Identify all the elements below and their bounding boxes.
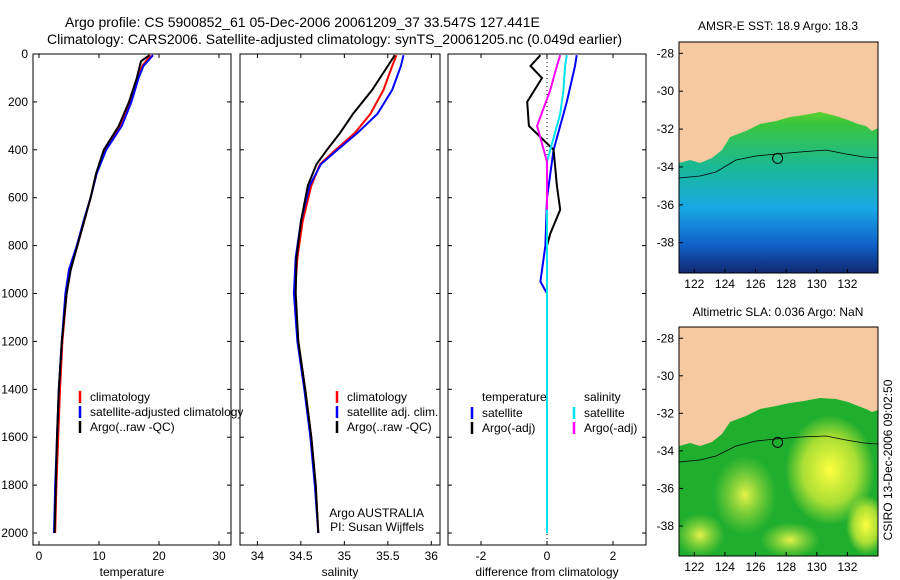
series-line [53,54,150,534]
legend-label: Argo(-adj) [584,421,637,435]
map-x-tick-label: 124 [715,560,735,574]
map-y-tick-label: -30 [657,84,675,98]
legend-label: satellite adj. clim. [347,405,438,419]
map-x-tick-label: 132 [837,560,857,574]
sst-land-mask [679,42,878,163]
plot-frame [239,53,441,546]
map-y-tick-label: -28 [657,46,675,60]
header-line-2: Climatology: CARS2006. Satellite-adjuste… [47,31,622,47]
legend-label: climatology [347,390,407,404]
sla-anomaly-patch [679,513,725,556]
map-x-tick-label: 126 [746,277,766,291]
sla-anomaly-patch [846,495,878,555]
y-tick-label: 400 [8,143,28,157]
series-line [536,54,562,210]
x-tick-label: 36 [425,549,439,563]
x-axis-label: temperature [100,565,165,579]
credit-text: CSIRO 13-Dec-2006 09:02:50 [881,379,895,540]
sla-land-mask [679,327,878,446]
sst-float-marker [772,152,784,164]
y-tick-label: 600 [8,191,28,205]
sla-anomaly-patch [785,415,875,525]
x-tick-label: 0 [544,549,551,563]
series-line [294,54,396,534]
y-tick-label: 0 [21,47,28,61]
map-y-tick-label: -36 [657,198,675,212]
sla-anomaly-patch [760,522,820,556]
legend-label: Argo(-adj) [482,421,535,435]
map-x-tick-label: 128 [776,277,796,291]
map-y-tick-label: -34 [657,160,675,174]
map-x-tick-label: 128 [776,560,796,574]
y-tick-label: 800 [8,239,28,253]
map-y-tick-label: -28 [657,331,675,345]
series-line [526,54,562,270]
x-tick-label: 34 [251,549,265,563]
map-x-tick-label: 122 [684,277,704,291]
sla-map-panel: Altimetric SLA: 0.036 Argo: NaN 122 124 12… [657,305,879,574]
map-x-tick-label: 126 [746,560,766,574]
map-y-tick-label: -34 [657,444,675,458]
legend-group-title: temperature [482,390,547,404]
map-x-tick-label: 132 [837,277,857,291]
sst-map-frame [678,41,879,274]
annotation-text: PI: Susan Wijffels [330,520,424,534]
x-tick-label: 35 [338,549,352,563]
map-x-tick-label: 122 [684,560,704,574]
map-y-tick-label: -36 [657,481,675,495]
sst-map-title: AMSR-E SST: 18.9 Argo: 18.3 [698,19,858,33]
series-line [54,54,152,534]
map-x-tick-label: 124 [715,277,735,291]
series-line [53,54,154,534]
y-tick-label: 1200 [1,334,28,348]
legend-label: satellite-adjusted climatology [90,405,243,419]
x-tick-label: 34.5 [289,549,313,563]
legend-label: Argo(..raw -QC) [347,420,432,434]
difference-profile-panel: -2 0 2 difference from climatology temperatu… [447,53,647,579]
series-line [539,55,578,533]
x-axis-label: difference from climatology [475,565,618,579]
y-tick-label: 1600 [1,430,28,444]
sla-float-marker [772,436,784,448]
x-tick-label: 35.5 [376,549,400,563]
x-tick-label: 20 [152,549,166,563]
map-y-tick-label: -38 [657,236,675,250]
legend-label: satellite [584,406,625,420]
y-tick-label: 2000 [1,526,28,540]
map-y-tick-label: -38 [657,519,675,533]
x-tick-label: 10 [92,549,106,563]
map-x-tick-label: 130 [807,560,827,574]
legend-label: Argo(..raw -QC) [90,420,175,434]
map-x-tick-label: 130 [807,277,827,291]
plot-frame [32,53,232,546]
series-line [292,54,405,534]
map-y-tick-label: -32 [657,122,675,136]
sla-anomaly-patch [713,455,777,535]
salinity-profile-panel: 34 34.5 35 35.5 36 salinity climatologysatelli… [239,53,441,579]
y-tick-label: 200 [8,95,28,109]
x-tick-label: 30 [212,549,226,563]
y-tick-label: 1000 [1,287,28,301]
series-line [546,55,568,533]
y-tick-label: 1400 [1,382,28,396]
header-line-1: Argo profile: CS 5900852_61 05-Dec-2006 … [65,14,540,30]
legend-label: climatology [90,390,150,404]
temperature-profile-panel: 0 10 20 30 temperature 0 200 400 600 800 1000 1200 1… [1,47,243,579]
sla-map-frame [678,326,879,557]
x-axis-label: salinity [322,565,359,579]
sla-contour [679,435,878,463]
sst-map-panel: AMSR-E SST: 18.9 Argo: 18.3 122 124 126 128… [657,19,879,291]
y-tick-label: 1800 [1,478,28,492]
map-y-tick-label: -30 [657,369,675,383]
legend-label: satellite [482,406,523,420]
x-tick-label: 0 [36,549,43,563]
map-y-tick-label: -32 [657,406,675,420]
x-tick-label: -2 [476,549,487,563]
series-line [293,54,398,534]
x-tick-label: 2 [610,549,617,563]
annotation-text: Argo AUSTRALIA [329,506,424,520]
sla-map-title: Altimetric SLA: 0.036 Argo: NaN [693,305,864,319]
legend-group-title: salinity [584,390,621,404]
